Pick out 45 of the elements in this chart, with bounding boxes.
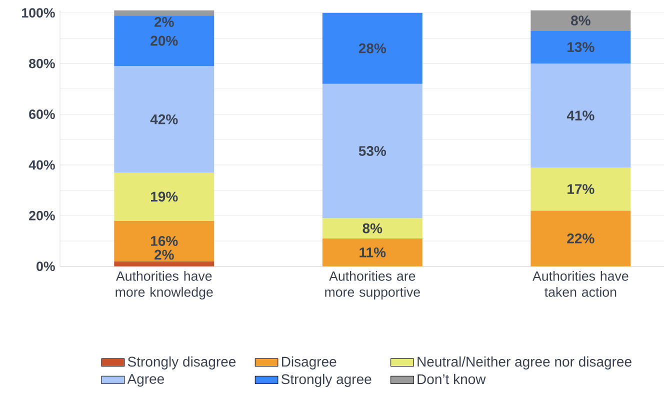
data-label: 22% xyxy=(567,234,594,244)
data-label: 11% xyxy=(360,247,386,258)
bar xyxy=(530,210,631,266)
bar xyxy=(114,10,214,16)
bar xyxy=(114,172,214,221)
y-tick-label: 60% xyxy=(29,110,55,119)
bar xyxy=(114,261,214,266)
x-tick-label: Authorities have taken action xyxy=(532,271,628,297)
data-label: 53% xyxy=(358,146,386,156)
bar xyxy=(530,64,631,168)
bar xyxy=(530,10,631,31)
legend-label: Agree xyxy=(127,374,164,387)
data-label: 2% xyxy=(154,17,174,27)
y-tick-label: 40% xyxy=(28,160,55,170)
data-label: 13% xyxy=(568,42,594,52)
bar xyxy=(530,167,631,211)
bar xyxy=(322,218,422,238)
legend-label: Strongly disagree xyxy=(128,356,236,370)
bar xyxy=(322,12,422,84)
bar xyxy=(114,66,214,173)
y-tick-label: 80% xyxy=(29,58,55,68)
data-label: 28% xyxy=(358,43,386,54)
x-tick-label: Authorities are more supportive xyxy=(325,271,420,300)
legend-label: Neutral/Neither agree nor disagree xyxy=(418,356,632,370)
y-tick-label: 20% xyxy=(29,210,55,220)
bar xyxy=(322,84,422,218)
data-label: 8% xyxy=(362,223,382,234)
data-label: 2% xyxy=(154,250,174,260)
bar xyxy=(114,220,214,262)
legend-label: Disagree xyxy=(282,356,336,370)
data-label: 42% xyxy=(150,114,178,124)
y-tick-label: 100% xyxy=(22,8,55,18)
x-tick-label: Authorities have more knowledge xyxy=(116,271,213,300)
bar xyxy=(114,15,214,66)
data-label: 41% xyxy=(566,110,594,120)
legend-label: Strongly agree xyxy=(281,374,372,387)
data-label: 20% xyxy=(150,36,178,46)
legend-label: Don’t know xyxy=(418,374,486,384)
data-label: 17% xyxy=(568,184,594,194)
bar xyxy=(322,238,422,266)
data-label: 8% xyxy=(571,16,590,26)
data-label: 16% xyxy=(151,236,178,246)
data-label: 19% xyxy=(151,192,178,202)
bar xyxy=(530,30,631,64)
y-tick-label: 0% xyxy=(36,262,55,272)
